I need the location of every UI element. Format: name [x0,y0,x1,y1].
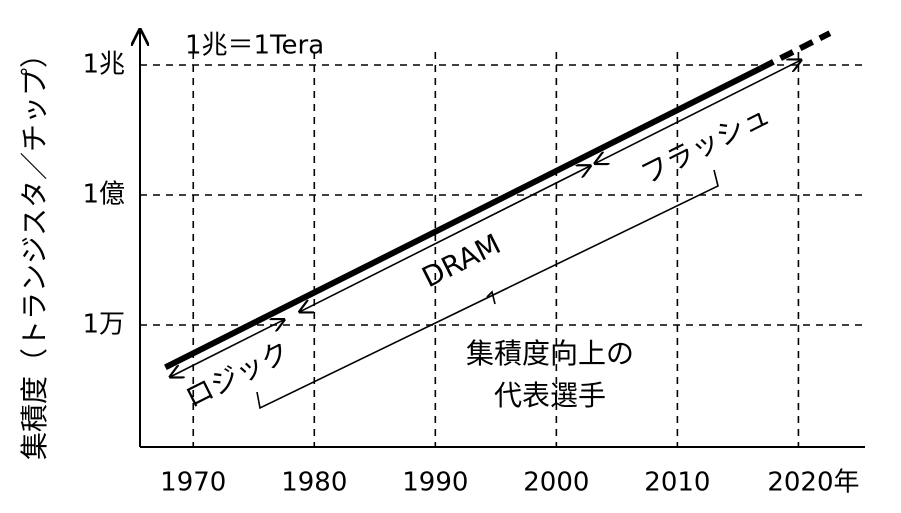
range-arrow [300,166,590,312]
y-tick-label: 1兆 [82,50,125,80]
annotation: 代表選手 [494,379,606,412]
x-tick-label: 1970 [160,468,226,498]
trend-line [164,65,763,370]
x-tick-label: 2010 [644,468,710,498]
y-tick-label: 1億 [82,180,125,210]
range-label: ロジック [180,335,295,415]
range-arrow [595,60,801,163]
y-axis-title: 集積度（トランジスタ／チップ） [18,40,51,460]
note: 1兆＝1Tera [185,31,324,61]
x-tick-label: 1990 [402,468,468,498]
range-label: フラッシュ [635,98,775,190]
range-arrow [170,320,284,377]
annotation: 集積度向上の [466,337,634,370]
x-tick-label: 2000 [523,468,589,498]
x-tick-label: 2020年 [767,468,859,498]
y-tick-label: 1万 [82,310,125,340]
x-tick-label: 1980 [281,468,347,498]
